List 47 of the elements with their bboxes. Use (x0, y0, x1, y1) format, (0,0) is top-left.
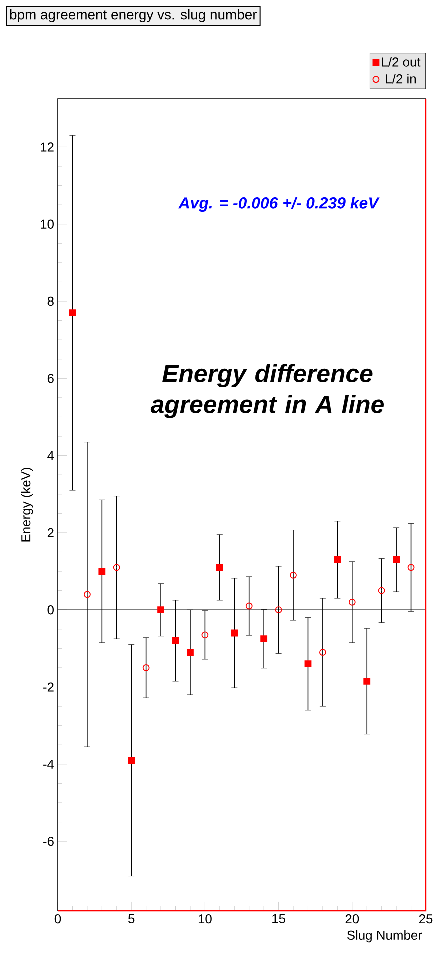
x-tick-label: 25 (419, 914, 433, 924)
y-axis-title: Energy (keV) (21, 468, 34, 542)
point (187, 649, 194, 656)
point (348, 598, 356, 606)
point (128, 757, 136, 764)
legend-label: L/2 out (382, 57, 421, 67)
y-tick-label: -4 (44, 760, 54, 769)
x-tick-label: 10 (198, 914, 212, 924)
point (158, 606, 164, 614)
point (378, 587, 386, 594)
point (216, 564, 224, 572)
y-tick-label: 0 (48, 606, 54, 615)
annotation: Energy difference agreement in A line (150, 364, 384, 418)
point (69, 310, 76, 317)
x-tick-label: 20 (346, 914, 360, 924)
point (334, 556, 342, 564)
point (98, 568, 106, 575)
point (84, 591, 91, 598)
point (275, 606, 282, 614)
annotation: Avg. = -0.006 +/- 0.239 keV (178, 197, 380, 212)
point (172, 638, 180, 644)
point (113, 564, 120, 572)
point (246, 602, 253, 610)
legend-label: L/2 in (386, 74, 416, 84)
point (320, 649, 326, 656)
x-tick-label: 5 (128, 914, 135, 924)
point (304, 660, 312, 668)
x-tick-label: 0 (54, 914, 62, 924)
chart-title: bpm agreement energy vs. slug number (10, 10, 258, 22)
point (142, 664, 150, 672)
x-axis-title: Slug Number (347, 930, 422, 943)
y-tick-label: 8 (48, 296, 54, 306)
x-tick-label: 15 (272, 914, 286, 924)
point (231, 630, 238, 637)
point (260, 636, 268, 642)
y-tick-label: -2 (44, 682, 54, 692)
point (393, 556, 400, 564)
point (290, 572, 297, 579)
y-tick-label: 6 (48, 374, 54, 384)
point (202, 632, 209, 639)
y-tick-label: 12 (41, 142, 54, 152)
y-tick-label: 4 (48, 451, 54, 460)
y-tick-label: 10 (41, 220, 54, 229)
y-tick-label: 2 (48, 528, 54, 538)
point (364, 678, 371, 685)
point (408, 564, 415, 572)
y-tick-label: -6 (44, 836, 54, 846)
